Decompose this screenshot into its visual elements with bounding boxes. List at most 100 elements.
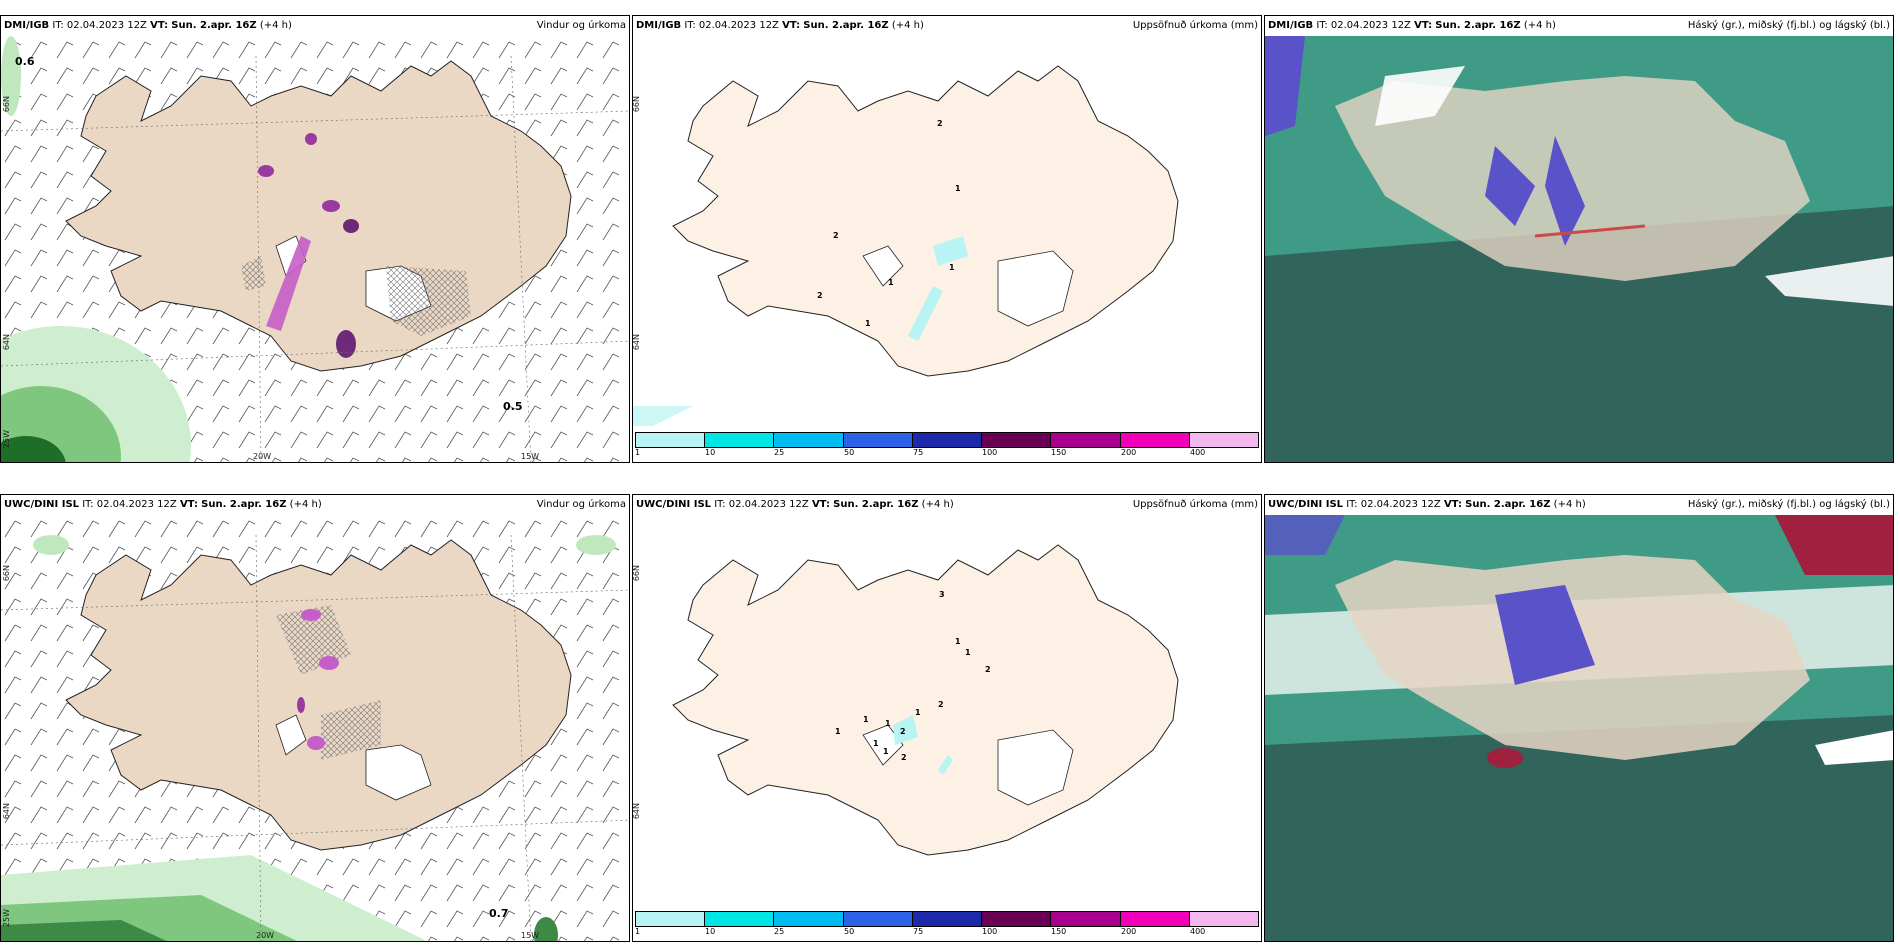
precip-panel-row1: DMI/IGB IT: 02.04.2023 12Z VT: Sun. 2.ap…: [632, 15, 1262, 463]
colorbar-tick: 10: [705, 927, 716, 936]
precip-spot: [319, 656, 339, 670]
precip-spot: [305, 133, 317, 145]
value-label: 3: [939, 590, 945, 599]
graticule: [510, 534, 532, 941]
precip-spot: [908, 286, 943, 341]
vt-value: Sun. 2.apr. 16Z: [1435, 20, 1521, 31]
it-label: IT:: [714, 499, 726, 510]
colorbar-tick: 50: [844, 448, 855, 457]
clear-sky: [1765, 256, 1893, 306]
colorbar-tick: 1: [635, 448, 641, 457]
glacier: [997, 250, 1074, 327]
precip-spot: [307, 736, 325, 750]
panel-header: DMI/IGB IT: 02.04.2023 12Z VT: Sun. 2.ap…: [633, 16, 1261, 36]
colorbar-segment: [705, 912, 775, 926]
colorbar-segment: [843, 912, 913, 926]
panel-header: UWC/DINI ISL IT: 02.04.2023 12Z VT: Sun.…: [1, 495, 629, 515]
panel-title: Vindur og úrkoma: [536, 20, 626, 31]
graticule: [255, 534, 262, 941]
precip-spot: [938, 755, 953, 775]
glacier: [862, 724, 904, 766]
colorbar-segment: [843, 433, 913, 447]
high-cloud: [1265, 515, 1345, 555]
graticule: [1, 340, 629, 367]
precip-band: [266, 236, 311, 331]
colorbar-segment: [982, 433, 1052, 447]
lat-label: 66N: [2, 96, 11, 113]
graticule: [1, 819, 629, 846]
colorbar-tick: 100: [982, 448, 998, 457]
hatched-area: [386, 266, 471, 336]
colorbar-segment: [774, 912, 844, 926]
colorbar-tick: 25: [774, 927, 785, 936]
colorbar-tick: 150: [1051, 927, 1067, 936]
value-label: 0.6: [15, 55, 35, 68]
value-label: 1: [873, 739, 879, 748]
clear-sky: [1375, 66, 1465, 126]
precip-spot: [893, 715, 918, 745]
colorbar-segment: [774, 433, 844, 447]
it-value: 02.04.2023 12Z: [728, 499, 809, 510]
wind-panel-row1: DMI/IGB IT: 02.04.2023 12Z VT: Sun. 2.ap…: [0, 15, 630, 463]
model-name: UWC/DINI ISL: [636, 499, 712, 510]
high-cloud: [1495, 585, 1595, 685]
lead-time: (+4 h): [1523, 20, 1556, 31]
vt-label: VT:: [179, 499, 198, 510]
colorbar-tick: 100: [982, 927, 998, 936]
panel-title: Háský (gr.), miðský (fj.bl.) og lágský (…: [1687, 499, 1890, 510]
precip-spot: [297, 697, 305, 713]
lon-label: 25W: [2, 430, 11, 449]
colorbar-segment: [1051, 433, 1121, 447]
lon-label: 20W: [253, 452, 272, 461]
panel-title: Vindur og úrkoma: [536, 499, 626, 510]
graticule: [510, 55, 532, 462]
cloud-map: [1265, 515, 1893, 941]
lat-label: 66N: [632, 565, 641, 582]
glacier: [862, 245, 904, 287]
cloud-edge: [1534, 224, 1646, 238]
colorbar-labels: 1 10 25 50 75 100 150 200 400: [635, 927, 1259, 939]
value-label: 2: [833, 231, 839, 240]
value-label: 1: [915, 708, 921, 717]
value-label: 1: [865, 319, 871, 328]
colorbar: [635, 911, 1259, 927]
high-cloud: [1545, 136, 1585, 246]
colorbar-segment: [1120, 433, 1190, 447]
cloud-map: [1265, 36, 1893, 462]
precip-panel-row2: UWC/DINI ISL IT: 02.04.2023 12Z VT: Sun.…: [632, 494, 1262, 942]
panel-header: DMI/IGB IT: 02.04.2023 12Z VT: Sun. 2.ap…: [1265, 16, 1893, 36]
vt-value: Sun. 2.apr. 16Z: [201, 499, 287, 510]
precip-spot: [633, 406, 693, 426]
it-value: 02.04.2023 12Z: [698, 20, 779, 31]
wind-map: [1, 515, 629, 941]
glacier: [275, 714, 307, 756]
colorbar-tick: 200: [1121, 927, 1137, 936]
low-cloud: [1265, 206, 1893, 462]
lat-label: 64N: [2, 334, 11, 351]
colorbar-tick: 10: [705, 448, 716, 457]
vt-label: VT:: [1443, 499, 1462, 510]
colorbar-segment: [982, 912, 1052, 926]
iceland-outline: [65, 539, 572, 851]
value-label: 2: [817, 291, 823, 300]
model-name: UWC/DINI ISL: [4, 499, 80, 510]
high-cloud: [1265, 36, 1305, 136]
precip-area: [1, 920, 167, 941]
model-name: DMI/IGB: [1268, 20, 1314, 31]
panel-title: Uppsöfnuð úrkoma (mm): [1132, 20, 1258, 31]
hatched-area: [241, 256, 266, 291]
model-name: DMI/IGB: [636, 20, 682, 31]
lat-label: 66N: [632, 96, 641, 113]
value-label: 1: [955, 637, 961, 646]
colorbar-tick: 150: [1051, 448, 1067, 457]
colorbar-segment: [912, 912, 983, 926]
it-label: IT:: [684, 20, 696, 31]
iceland-outline: [672, 65, 1179, 377]
graticule: [1, 589, 629, 611]
value-label: 1: [949, 263, 955, 272]
value-label: 0.5: [503, 400, 523, 413]
colorbar-segment: [1189, 912, 1258, 926]
precip-spot: [258, 165, 274, 177]
lon-label: 20W: [256, 931, 275, 940]
it-label: IT:: [52, 20, 64, 31]
